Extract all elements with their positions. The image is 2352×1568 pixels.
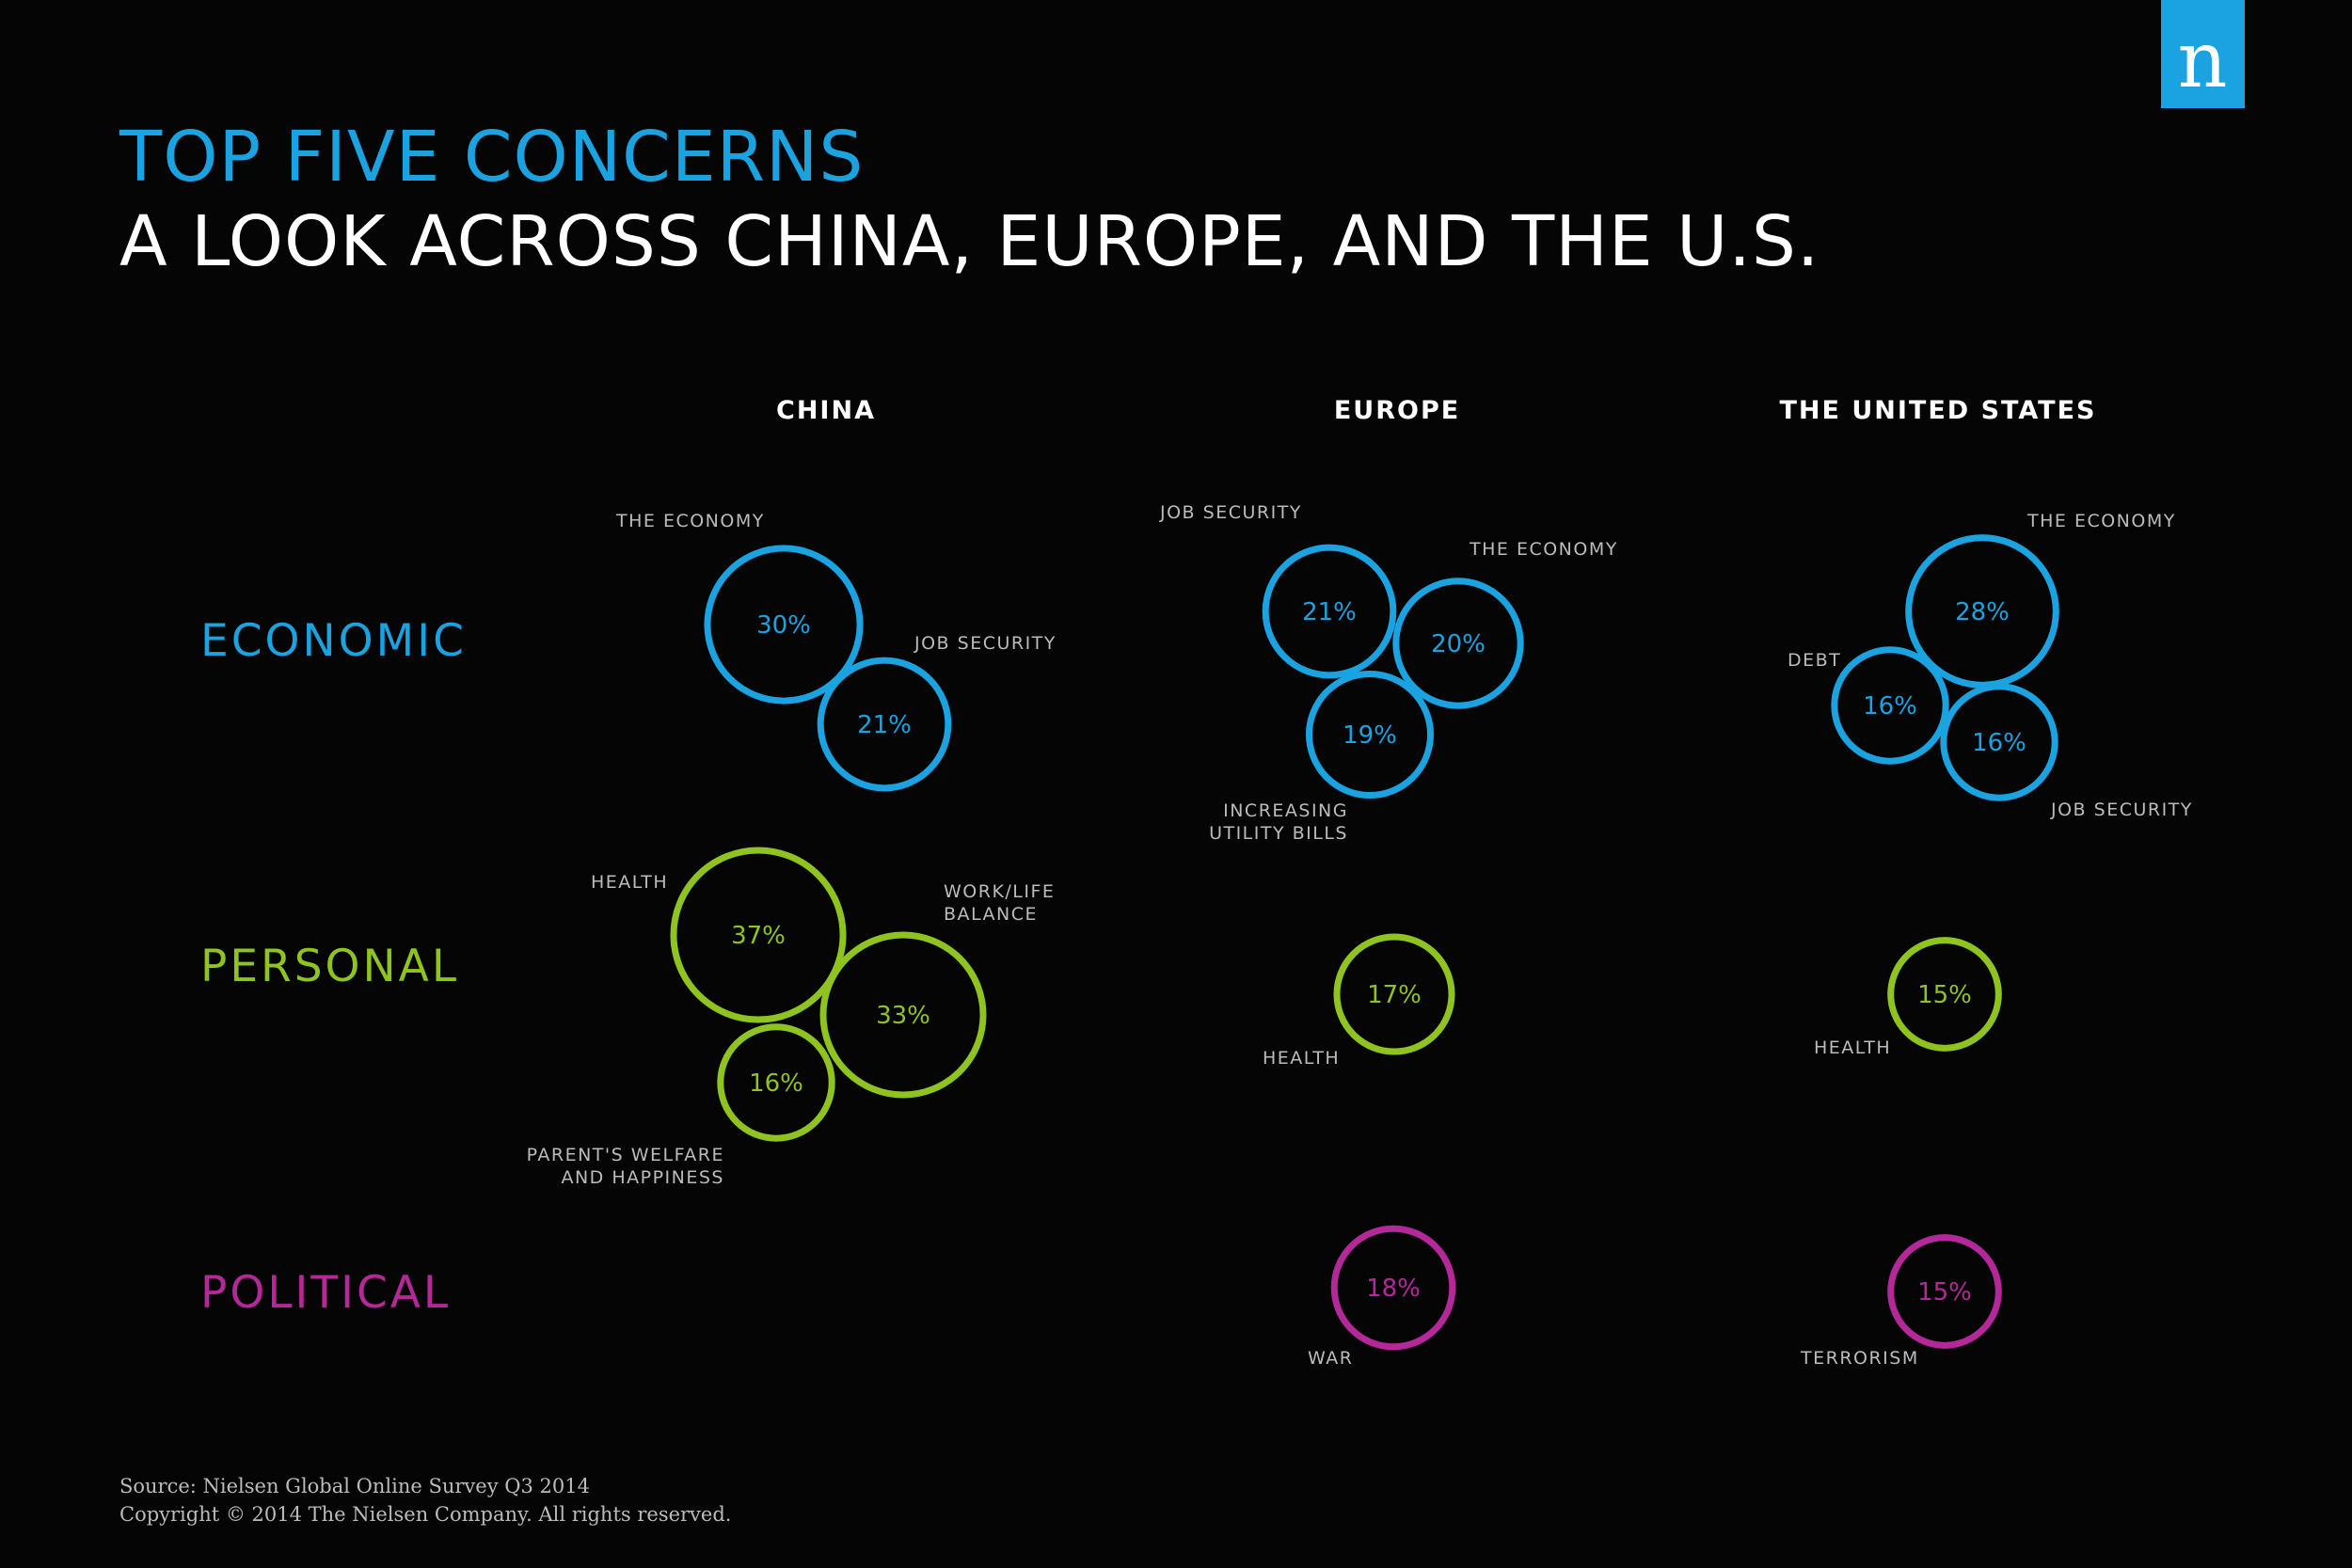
- bubble-value-china-the-economy: 30%: [756, 611, 811, 640]
- bubble-label-the-united-states-the-economy: THE ECONOMY: [2026, 511, 2176, 531]
- bubble-value-the-united-states-job-security: 16%: [1972, 729, 2026, 757]
- bubble-label-china-job-security: JOB SECURITY: [914, 633, 1057, 654]
- bubble-europe-war: [1330, 1225, 1456, 1351]
- bubble-value-europe-health: 17%: [1367, 981, 1422, 1009]
- bubble-the-united-states-the-economy: [1905, 534, 2059, 689]
- category-label-personal: PERSONAL: [200, 941, 459, 992]
- bubble-china-the-economy: [704, 545, 864, 705]
- bubble-china-job-security: [817, 657, 952, 792]
- bubble-label-china-the-economy: THE ECONOMY: [615, 511, 765, 531]
- bubble-china-parent-s-welfare-and-happiness: [717, 1023, 835, 1142]
- bubble-value-the-united-states-the-economy: 28%: [1955, 598, 2010, 626]
- bubble-label-europe-the-economy: THE ECONOMY: [1469, 539, 1618, 560]
- bubble-value-europe-job-security: 21%: [1302, 598, 1357, 626]
- source-note: Source: Nielsen Global Online Survey Q3 …: [119, 1475, 590, 1497]
- bubble-value-europe-war: 18%: [1366, 1275, 1421, 1303]
- bubble-label-europe-health: HEALTH: [1263, 1048, 1340, 1069]
- bubble-label-china-parent-s-welfare-and-happiness: PARENT'S WELFARE AND HAPPINESS: [527, 1145, 724, 1188]
- bubble-europe-job-security: [1262, 544, 1397, 679]
- bubble-china-health: [670, 847, 847, 1023]
- bubble-the-united-states-job-security: [1940, 683, 2058, 801]
- bubble-value-china-health: 37%: [731, 922, 786, 950]
- chart-title: TOP FIVE CONCERNS: [119, 117, 864, 198]
- bubble-label-the-united-states-terrorism: TERRORISM: [1800, 1348, 1919, 1369]
- bubble-label-china-work-life-balance: WORK/LIFE BALANCE: [944, 881, 1055, 925]
- bubble-europe-health: [1333, 933, 1455, 1055]
- category-label-economic: ECONOMIC: [200, 615, 467, 667]
- bubble-value-europe-the-economy: 20%: [1431, 630, 1486, 658]
- region-header-us: THE UNITED STATES: [1780, 396, 2097, 425]
- bubble-label-china-health: HEALTH: [591, 872, 668, 893]
- nielsen-logo: n: [2161, 0, 2245, 108]
- bubble-value-the-united-states-debt: 16%: [1863, 692, 1917, 721]
- bubble-europe-the-economy: [1392, 578, 1524, 709]
- bubble-value-the-united-states-health: 15%: [1917, 981, 1972, 1009]
- bubble-layer: 30% THE ECONOMY 21% JOB SECURITY 37% HEALTH 33…: [527, 502, 2193, 1369]
- bubble-label-the-united-states-job-security: JOB SECURITY: [2050, 800, 2193, 820]
- bubble-value-europe-increasing-utility-bills: 19%: [1343, 721, 1397, 750]
- bubble-value-china-work-life-balance: 33%: [876, 1002, 930, 1030]
- chart-subtitle: A LOOK ACROSS CHINA, EUROPE, AND THE U.S…: [119, 201, 1820, 282]
- bubble-the-united-states-terrorism: [1887, 1234, 2002, 1349]
- bubble-label-europe-war: WAR: [1308, 1348, 1353, 1369]
- bubble-china-work-life-balance: [819, 931, 987, 1099]
- bubble-label-the-united-states-health: HEALTH: [1814, 1037, 1891, 1058]
- bubble-value-china-parent-s-welfare-and-happiness: 16%: [749, 1069, 803, 1098]
- logo-background: [2161, 0, 2245, 108]
- copyright-note: Copyright © 2014 The Nielsen Company. Al…: [119, 1503, 731, 1526]
- bubble-value-the-united-states-terrorism: 15%: [1917, 1278, 1972, 1307]
- bubble-label-the-united-states-debt: DEBT: [1788, 650, 1841, 671]
- logo-letter: n: [2178, 16, 2228, 105]
- bubble-the-united-states-health: [1887, 937, 2002, 1052]
- bubble-europe-increasing-utility-bills: [1305, 670, 1435, 800]
- bubble-the-united-states-debt: [1831, 646, 1949, 765]
- bubble-label-europe-job-security: JOB SECURITY: [1159, 502, 1302, 523]
- bubble-value-china-job-security: 21%: [857, 711, 912, 739]
- region-header-china: CHINA: [776, 396, 876, 425]
- category-label-political: POLITICAL: [200, 1267, 451, 1319]
- bubble-label-europe-increasing-utility-bills: INCREASING UTILITY BILLS: [1209, 800, 1348, 844]
- region-header-europe: EUROPE: [1334, 396, 1460, 425]
